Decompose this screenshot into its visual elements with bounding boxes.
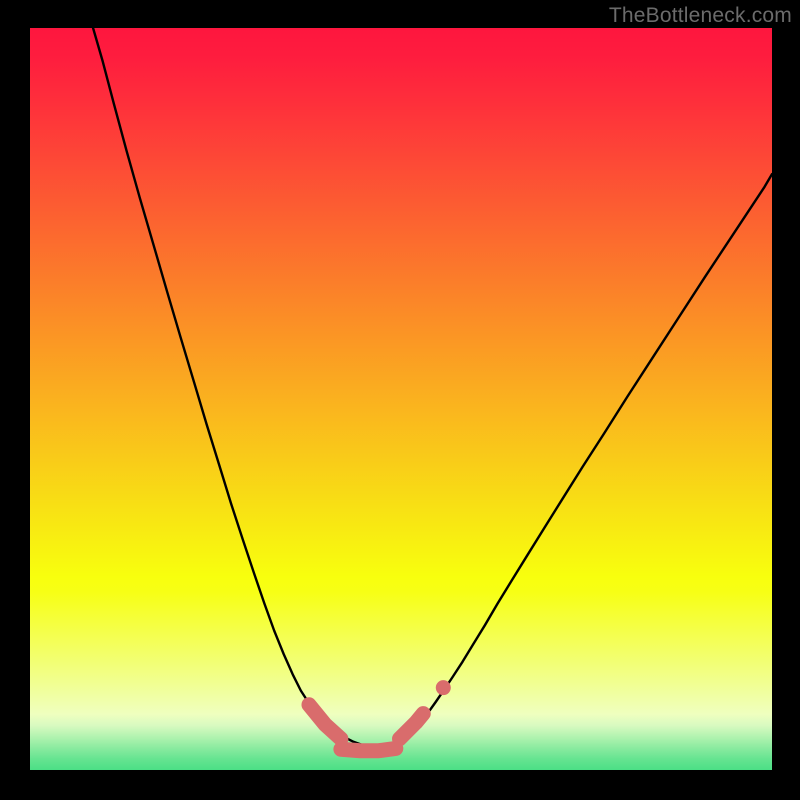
bottleneck-chart — [0, 0, 800, 800]
gradient-background — [30, 28, 772, 770]
overlay-dot — [436, 680, 451, 695]
chart-container: TheBottleneck.com — [0, 0, 800, 800]
overlay-segment — [341, 748, 396, 750]
watermark-text: TheBottleneck.com — [609, 4, 792, 28]
